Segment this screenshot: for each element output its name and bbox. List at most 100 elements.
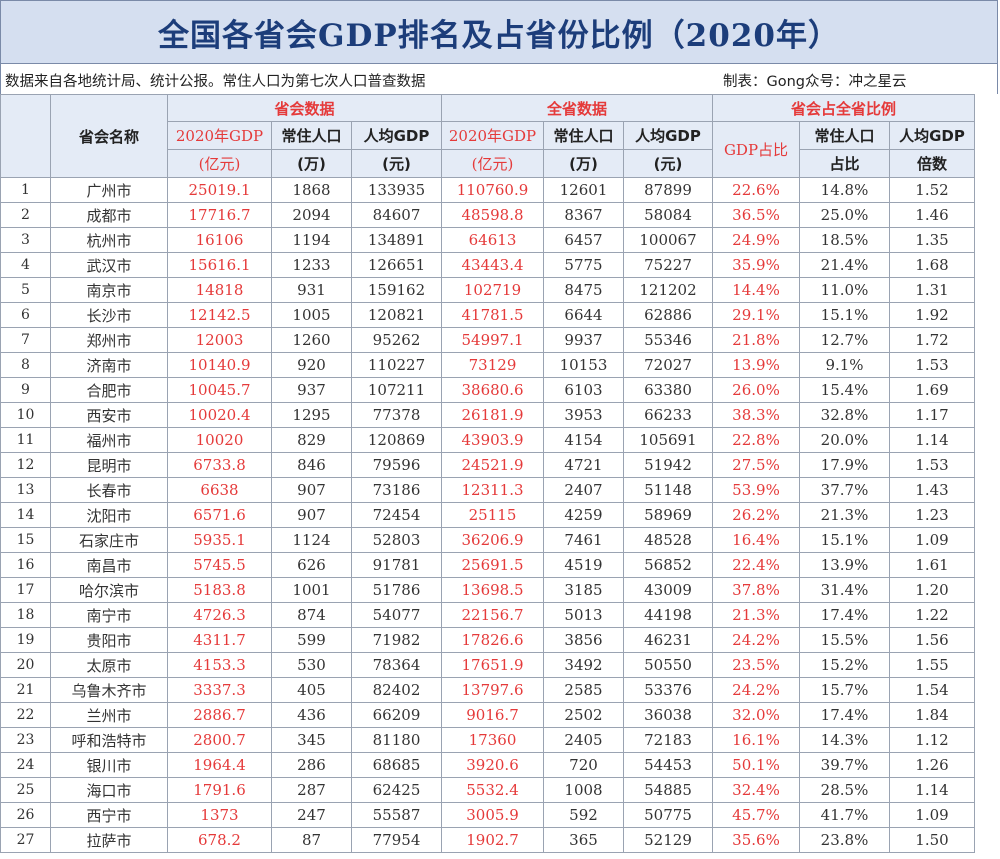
gdp-share-cell: 24.2% (712, 677, 800, 703)
subtitle-bar: 数据来自各地统计局、统计公报。常住人口为第七次人口普查数据 制表：Gong众号：… (0, 64, 998, 94)
rank-cell: 11 (0, 427, 51, 453)
rank-cell: 1 (0, 177, 51, 203)
city-pcgdp-cell: 91781 (351, 552, 442, 578)
city-gdp-cell: 4311.7 (167, 627, 272, 653)
gdp-share-cell: 37.8% (712, 577, 800, 603)
table-row: 10 西安市 10020.4 1295 77378 26181.9 3953 66233 38.… (0, 402, 975, 428)
prov-pop-cell: 6457 (543, 227, 624, 253)
pop-share-cell: 39.7% (799, 752, 890, 778)
table-row: 11 福州市 10020 829 120869 43903.9 4154 105691 22.8… (0, 427, 975, 453)
city-gdp-cell: 5935.1 (167, 527, 272, 553)
city-pop-cell: 626 (271, 552, 352, 578)
table-row: 12 昆明市 6733.8 846 79596 24521.9 4721 51942 27.5%… (0, 452, 975, 478)
gdp-share-cell: 13.9% (712, 352, 800, 378)
city-pop-cell: 937 (271, 377, 352, 403)
gdp-share-cell: 26.2% (712, 502, 800, 528)
city-name-cell: 南京市 (50, 277, 168, 303)
prov-pcgdp-cell: 121202 (623, 277, 713, 303)
pc-ratio-cell: 1.22 (889, 602, 975, 628)
city-pcgdp-cell: 51786 (351, 577, 442, 603)
gdp-share-cell: 26.0% (712, 377, 800, 403)
gdp-share-cell: 45.7% (712, 802, 800, 828)
city-pcgdp-cell: 77378 (351, 402, 442, 428)
city-pop-cell: 405 (271, 677, 352, 703)
gdp-share-cell: 35.9% (712, 252, 800, 278)
city-name-cell: 合肥市 (50, 377, 168, 403)
gdp-share-cell: 22.4% (712, 552, 800, 578)
prov-pop-cell: 2502 (543, 702, 624, 728)
city-gdp-cell: 14818 (167, 277, 272, 303)
prov-gdp-cell: 3005.9 (441, 802, 544, 828)
prov-pop-cell: 10153 (543, 352, 624, 378)
prov-pop-cell: 2407 (543, 477, 624, 503)
prov-pcgdp-cell: 55346 (623, 327, 713, 353)
pop-share-cell: 17.4% (799, 702, 890, 728)
city-name-cell: 拉萨市 (50, 827, 168, 853)
prov-gdp-cell: 26181.9 (441, 402, 544, 428)
city-name-cell: 福州市 (50, 427, 168, 453)
pc-ratio-cell: 1.53 (889, 352, 975, 378)
city-pcgdp-cell: 55587 (351, 802, 442, 828)
city-name-cell: 南宁市 (50, 602, 168, 628)
pc-ratio-cell: 1.17 (889, 402, 975, 428)
prov-pop-cell: 4721 (543, 452, 624, 478)
city-pop-cell: 345 (271, 727, 352, 753)
city-pcgdp-cell: 81180 (351, 727, 442, 753)
pop-share-cell: 15.1% (799, 527, 890, 553)
prov-pcgdp-cell: 87899 (623, 177, 713, 203)
city-pop-cell: 2094 (271, 202, 352, 228)
pc-ratio-cell: 1.31 (889, 277, 975, 303)
table-row: 4 武汉市 15616.1 1233 126651 43443.4 5775 75227 35.… (0, 252, 975, 278)
prov-pcgdp-cell: 43009 (623, 577, 713, 603)
prov-gdp-cell: 9016.7 (441, 702, 544, 728)
city-pop-cell: 1124 (271, 527, 352, 553)
pc-ratio-cell: 1.56 (889, 627, 975, 653)
prov-pop-cell: 3185 (543, 577, 624, 603)
city-gdp-cell: 10045.7 (167, 377, 272, 403)
pop-share-cell: 41.7% (799, 802, 890, 828)
city-pop-cell: 1233 (271, 252, 352, 278)
prov-pcgdp-header: 人均GDP (623, 121, 713, 150)
gdp-share-cell: 32.0% (712, 702, 800, 728)
city-pcgdp-cell: 159162 (351, 277, 442, 303)
city-pcgdp-cell: 82402 (351, 677, 442, 703)
city-pcgdp-cell: 52803 (351, 527, 442, 553)
prov-gdp-cell: 43443.4 (441, 252, 544, 278)
rank-cell: 3 (0, 227, 51, 253)
prov-pop-cell: 6103 (543, 377, 624, 403)
pop-share-cell: 18.5% (799, 227, 890, 253)
pop-share-cell: 12.7% (799, 327, 890, 353)
table-row: 23 呼和浩特市 2800.7 345 81180 17360 2405 72183 16.1%… (0, 727, 975, 753)
rank-cell: 10 (0, 402, 51, 428)
pc-ratio-cell: 1.69 (889, 377, 975, 403)
pop-share-cell: 17.9% (799, 452, 890, 478)
city-pcgdp-cell: 120869 (351, 427, 442, 453)
prov-gdp-cell: 17826.6 (441, 627, 544, 653)
pc-ratio-cell: 1.12 (889, 727, 975, 753)
gdp-share-cell: 24.9% (712, 227, 800, 253)
gdp-share-cell: 21.3% (712, 602, 800, 628)
city-gdp-cell: 10020 (167, 427, 272, 453)
city-pop-unit: (万) (271, 149, 352, 178)
pc-ratio-cell: 1.68 (889, 252, 975, 278)
city-pop-cell: 1868 (271, 177, 352, 203)
table-row: 14 沈阳市 6571.6 907 72454 25115 4259 58969 26.2% 21… (0, 502, 975, 528)
gdp-share-cell: 53.9% (712, 477, 800, 503)
group-city-data: 省会数据 (167, 94, 442, 122)
rank-cell: 25 (0, 777, 51, 803)
table-row: 26 西宁市 1373 247 55587 3005.9 592 50775 45.7% 41.7… (0, 802, 975, 828)
city-name-cell: 杭州市 (50, 227, 168, 253)
prov-pop-cell: 7461 (543, 527, 624, 553)
table-row: 15 石家庄市 5935.1 1124 52803 36206.9 7461 48528 16.… (0, 527, 975, 553)
city-gdp-cell: 3337.3 (167, 677, 272, 703)
prov-pcgdp-cell: 75227 (623, 252, 713, 278)
prov-pcgdp-cell: 58969 (623, 502, 713, 528)
table-row: 27 拉萨市 678.2 87 77954 1902.7 365 52129 35.6% 23.8… (0, 827, 975, 853)
city-pop-cell: 1194 (271, 227, 352, 253)
pc-ratio-cell: 1.20 (889, 577, 975, 603)
prov-pcgdp-cell: 51942 (623, 452, 713, 478)
city-name-cell: 昆明市 (50, 452, 168, 478)
pop-share-unit: 占比 (799, 149, 890, 178)
header-row-units: (亿元) (万) (元) (亿元) (万) (元) 占比 倍数 (1, 149, 975, 178)
city-pcgdp-cell: 133935 (351, 177, 442, 203)
